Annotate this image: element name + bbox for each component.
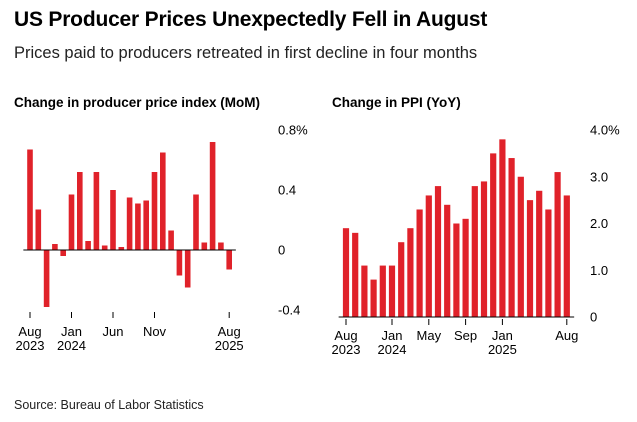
yoy-bar <box>517 176 524 317</box>
mom-x-tick-label: Jun <box>103 324 124 339</box>
mom-bar <box>118 247 125 250</box>
yoy-bar <box>536 190 543 317</box>
mom-bar <box>77 172 83 250</box>
mom-bar <box>43 250 50 307</box>
yoy-bar <box>370 279 377 317</box>
yoy-bar <box>352 232 359 317</box>
yoy-x-tick-label: Aug <box>334 328 357 343</box>
page-title: US Producer Prices Unexpectedly Fell in … <box>14 8 488 31</box>
mom-y-tick-label: 0.8% <box>278 123 308 138</box>
mom-bar <box>93 172 100 250</box>
mom-x-tick-label: Jan <box>61 324 82 339</box>
mom-y-tick-label: -0.4 <box>278 303 300 318</box>
yoy-bar <box>471 186 478 317</box>
mom-bar <box>110 190 116 250</box>
yoy-y-tick-label: 4.0% <box>590 123 620 138</box>
mom-x-tick-label: 2025 <box>215 338 244 353</box>
yoy-x-tick-label: Jan <box>382 328 403 343</box>
yoy-x-tick-label: 2024 <box>378 342 407 357</box>
mom-bar <box>151 172 158 250</box>
yoy-chart-title: Change in PPI (YoY) <box>332 95 461 110</box>
yoy-x-tick-label: Sep <box>454 328 477 343</box>
yoy-bar <box>554 172 561 317</box>
yoy-y-tick-label: 3.0 <box>590 169 608 184</box>
yoy-bar <box>563 195 570 317</box>
yoy-bar <box>526 200 534 318</box>
mom-bar <box>209 142 216 250</box>
yoy-bar <box>379 265 386 317</box>
mom-bar <box>27 149 33 250</box>
yoy-bar <box>462 218 469 317</box>
yoy-bar <box>453 223 460 317</box>
yoy-bar <box>490 153 497 318</box>
mom-bar <box>176 250 183 276</box>
mom-bar <box>85 241 91 250</box>
yoy-x-tick-label: 2023 <box>332 342 361 357</box>
mom-bar <box>135 203 141 250</box>
yoy-y-tick-label: 1.0 <box>590 263 608 278</box>
yoy-bar <box>508 158 515 317</box>
mom-x-tick-label: Nov <box>143 324 167 339</box>
mom-x-tick-label: 2023 <box>16 338 45 353</box>
mom-bar <box>226 250 232 270</box>
mom-bar <box>193 194 199 250</box>
yoy-bar <box>545 209 552 317</box>
yoy-x-tick-label: Jan <box>492 328 513 343</box>
mom-bar <box>143 200 149 250</box>
yoy-y-tick-label: 0 <box>590 310 597 325</box>
mom-bars-group <box>27 142 232 307</box>
mom-bar <box>218 242 224 250</box>
mom-bar <box>126 197 133 250</box>
mom-x-tick-label: 2024 <box>57 338 86 353</box>
yoy-x-tick-label: 2025 <box>488 342 517 357</box>
mom-bar <box>101 245 108 250</box>
yoy-bar <box>480 181 488 317</box>
mom-bar <box>160 152 166 250</box>
mom-y-tick-label: 0 <box>278 243 285 258</box>
yoy-bar <box>434 186 442 317</box>
mom-bar <box>35 209 42 250</box>
yoy-y-tick-label: 2.0 <box>590 216 608 231</box>
yoy-bar <box>425 195 432 317</box>
yoy-bar <box>499 139 506 317</box>
yoy-bar <box>342 228 350 317</box>
source-note: Source: Bureau of Labor Statistics <box>14 398 204 412</box>
mom-bar <box>201 242 208 250</box>
yoy-x-tick-label: Aug <box>555 328 578 343</box>
yoy-bar <box>398 242 405 317</box>
mom-bar <box>60 250 66 256</box>
yoy-bars-group <box>342 139 570 318</box>
mom-x-tick-label: Aug <box>18 324 41 339</box>
mom-bar <box>184 250 191 288</box>
yoy-bar <box>361 265 368 317</box>
mom-bar <box>68 194 75 250</box>
mom-bar <box>52 244 58 250</box>
mom-chart-title: Change in producer price index (MoM) <box>14 95 260 110</box>
yoy-bar <box>444 204 451 317</box>
yoy-bar <box>388 265 396 317</box>
mom-bar <box>168 230 174 250</box>
yoy-bar <box>416 209 423 317</box>
yoy-bar <box>407 228 414 317</box>
page-subtitle: Prices paid to producers retreated in fi… <box>14 44 478 62</box>
mom-x-tick-label: Aug <box>218 324 241 339</box>
yoy-x-tick-label: May <box>417 328 442 343</box>
mom-y-tick-label: 0.4 <box>278 183 296 198</box>
